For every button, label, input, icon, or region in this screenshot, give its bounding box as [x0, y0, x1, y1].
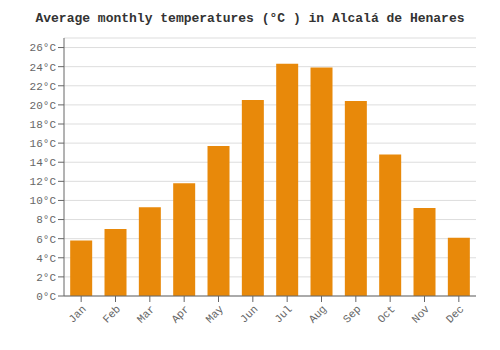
svg-text:Nov: Nov [410, 303, 433, 326]
svg-text:Dec: Dec [444, 303, 466, 325]
svg-text:24°C: 24°C [30, 62, 57, 74]
svg-text:Mar: Mar [135, 303, 157, 325]
svg-text:4°C: 4°C [36, 253, 56, 265]
svg-text:6°C: 6°C [36, 234, 56, 246]
svg-text:18°C: 18°C [30, 119, 57, 131]
svg-text:Feb: Feb [101, 303, 123, 325]
svg-text:Jun: Jun [238, 303, 260, 325]
svg-text:2°C: 2°C [36, 272, 56, 284]
svg-text:Jul: Jul [272, 303, 294, 325]
svg-text:10°C: 10°C [30, 195, 57, 207]
svg-text:22°C: 22°C [30, 81, 57, 93]
html-text:Average monthly temperatures (: Average monthly temperatures (°C ) in Al… [35, 11, 465, 26]
svg-text:Aug: Aug [307, 303, 329, 325]
svg-text:16°C: 16°C [30, 138, 57, 150]
svg-text:26°C: 26°C [30, 42, 57, 54]
svg-text:0°C: 0°C [36, 291, 56, 303]
svg-text:Oct: Oct [375, 303, 397, 325]
svg-text:20°C: 20°C [30, 100, 57, 112]
svg-text:14°C: 14°C [30, 157, 57, 169]
svg-text:12°C: 12°C [30, 176, 57, 188]
svg-text:8°C: 8°C [36, 214, 56, 226]
svg-text:May: May [204, 303, 227, 326]
svg-text:Jan: Jan [66, 303, 88, 325]
svg-text:Apr: Apr [169, 303, 191, 325]
svg-text:Sep: Sep [341, 303, 363, 325]
